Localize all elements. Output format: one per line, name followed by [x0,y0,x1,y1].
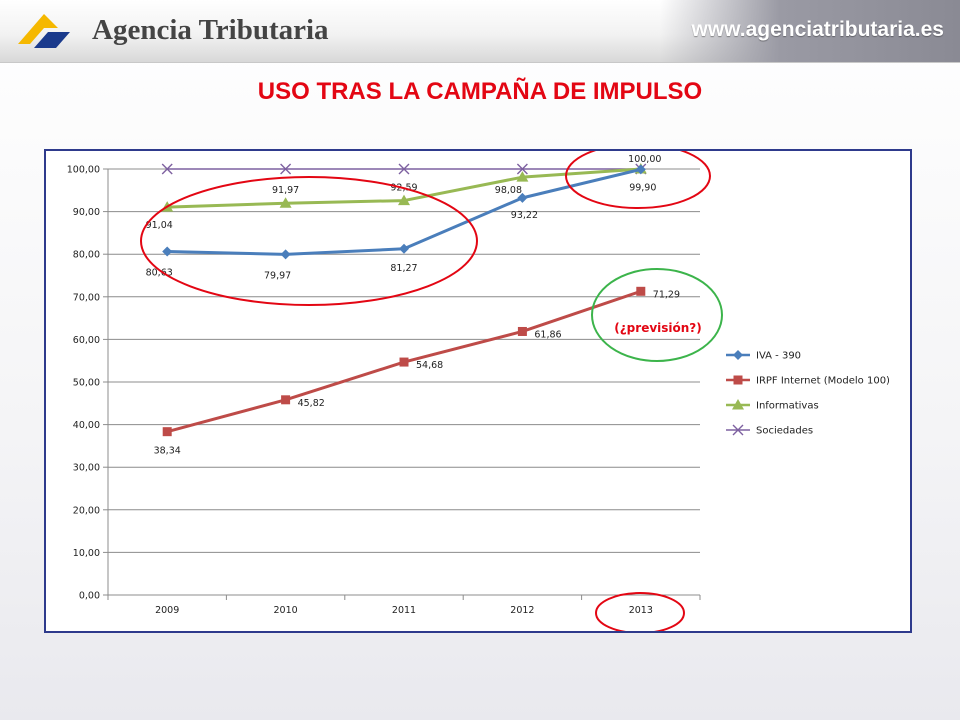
series-0 [162,164,646,260]
series-1 [162,286,646,437]
data-point-marker [398,194,410,206]
site-url-link[interactable]: www.agenciatributaria.es [691,18,944,41]
data-label: 93,22 [511,210,538,221]
data-point-marker [517,326,527,336]
y-tick-label: 70,00 [73,292,100,303]
line-chart: 0,00 10,00 20,00 30,00 40,00 50,00 60,00 70,00 8… [67,143,890,634]
data-point-marker [162,427,172,437]
data-label: 61,86 [534,329,561,340]
data-label: 81,27 [390,263,417,274]
y-tick-label: 40,00 [73,420,100,431]
data-label: 98,08 [495,185,522,196]
data-labels: 80,63 79,97 81,27 93,22 99,90 38,34 45,82 54,68… [146,154,680,457]
data-label: 79,97 [264,270,291,281]
x-axis: 2009 2010 2011 2012 2013 [107,595,701,616]
data-point-marker [732,424,744,436]
x-tick-label: 2013 [629,605,653,616]
data-point-marker [399,243,409,254]
data-point-marker [636,286,646,296]
header-right-panel [660,0,960,62]
data-point-marker [398,163,410,175]
chart-legend: IVA - 390 IRPF Internet (Modelo 100) Infor… [726,350,890,437]
chart-frame: 0,00 10,00 20,00 30,00 40,00 50,00 60,00 70,00 8… [44,143,912,634]
highlight-circle-2009-2011 [140,176,478,306]
highlight-circle-forecast [591,268,723,362]
y-tick-label: 80,00 [73,250,100,261]
y-tick-label: 90,00 [73,207,100,218]
x-tick-label: 2009 [155,605,179,616]
legend-item-3: Sociedades [726,424,813,437]
legend-label: IVA - 390 [756,351,801,362]
data-point-marker [399,357,409,367]
data-label: 38,34 [154,446,181,457]
chart-gridlines [108,168,700,596]
data-point-marker [733,350,743,360]
chart-annotations: (¿previsión?) [140,143,723,634]
data-point-marker [516,163,528,175]
y-tick-label: 50,00 [73,378,100,389]
brand-name: Agencia Tributaria [92,14,329,46]
data-label: 100,00 [628,154,661,165]
series-3 [161,163,647,175]
legend-label: Sociedades [756,426,813,437]
data-label: 54,68 [416,360,443,371]
y-tick-label: 100,00 [67,165,100,176]
data-point-marker [162,246,173,257]
y-tick-label: 20,00 [73,505,100,516]
legend-label: IRPF Internet (Modelo 100) [756,376,890,387]
x-tick-label: 2011 [392,605,416,616]
data-label: 91,04 [146,220,173,231]
data-point-marker [161,163,173,175]
data-point-marker [733,375,743,385]
data-point-marker [280,249,291,260]
legend-item-1: IRPF Internet (Modelo 100) [726,375,890,387]
y-tick-label: 10,00 [73,548,100,559]
data-label: 80,63 [146,268,173,279]
data-point-marker [281,395,291,405]
header-bar: Agencia Tributaria www.agenciatributaria… [0,0,960,63]
data-label: 45,82 [298,398,325,409]
agencia-tributaria-logo-icon [18,14,70,48]
y-tick-label: 60,00 [73,335,100,346]
x-tick-label: 2012 [510,605,534,616]
chart-series [161,163,647,437]
data-point-marker [280,163,292,175]
forecast-label: (¿previsión?) [614,321,702,335]
data-point-marker [732,399,744,410]
legend-item-0: IVA - 390 [726,350,801,362]
data-label: 91,97 [272,185,299,196]
legend-item-2: Informativas [726,399,819,412]
data-point-marker [517,192,528,203]
data-point-marker [279,197,292,208]
data-label: 99,90 [629,182,656,193]
data-label: 71,29 [653,289,680,300]
y-axis: 0,00 10,00 20,00 30,00 40,00 50,00 60,00 70,00 8… [67,165,109,602]
y-tick-label: 30,00 [73,463,100,474]
y-tick-label: 0,00 [79,591,100,602]
legend-label: Informativas [756,401,819,412]
slide-title: USO TRAS LA CAMPAÑA DE IMPULSO [257,78,703,105]
data-point-marker [516,171,529,182]
data-point-marker [635,164,646,175]
x-tick-label: 2010 [274,605,298,616]
